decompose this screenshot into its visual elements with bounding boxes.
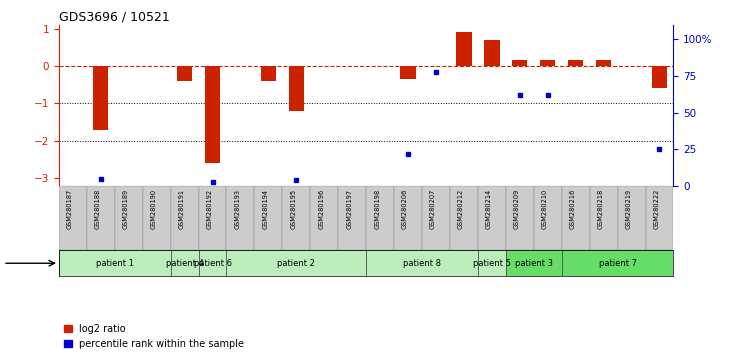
Legend: log2 ratio, percentile rank within the sample: log2 ratio, percentile rank within the s… xyxy=(64,324,244,349)
Bar xyxy=(199,250,227,276)
Bar xyxy=(311,186,339,250)
Bar xyxy=(289,66,304,111)
Bar xyxy=(143,186,171,250)
Text: GSM280193: GSM280193 xyxy=(235,189,241,229)
Bar xyxy=(506,186,534,250)
Text: patient 7: patient 7 xyxy=(598,259,637,268)
Text: patient 3: patient 3 xyxy=(514,259,553,268)
Bar xyxy=(227,250,367,276)
Text: GSM280216: GSM280216 xyxy=(570,189,576,229)
Bar xyxy=(367,250,478,276)
Bar xyxy=(590,186,618,250)
Bar xyxy=(568,61,584,66)
Bar xyxy=(400,66,416,79)
Text: patient 6: patient 6 xyxy=(194,259,232,268)
Bar xyxy=(171,186,199,250)
Text: GSM280222: GSM280222 xyxy=(654,189,659,229)
Text: patient 5: patient 5 xyxy=(473,259,511,268)
Text: GSM280196: GSM280196 xyxy=(318,189,325,229)
Bar xyxy=(506,250,562,276)
Bar xyxy=(227,186,255,250)
Text: GSM280189: GSM280189 xyxy=(123,189,129,229)
Text: GSM280190: GSM280190 xyxy=(151,189,157,229)
Bar xyxy=(534,186,562,250)
Text: GSM280197: GSM280197 xyxy=(346,189,353,229)
Bar xyxy=(540,61,556,66)
Bar xyxy=(456,32,472,66)
Bar xyxy=(512,61,528,66)
Text: GSM280214: GSM280214 xyxy=(486,189,492,229)
Bar xyxy=(478,250,506,276)
Bar xyxy=(562,250,673,276)
Text: GSM280212: GSM280212 xyxy=(458,189,464,229)
Text: GSM280188: GSM280188 xyxy=(95,189,101,229)
Bar xyxy=(596,61,612,66)
Text: GSM280198: GSM280198 xyxy=(374,189,380,229)
Text: GSM280187: GSM280187 xyxy=(67,189,73,229)
Bar xyxy=(618,186,645,250)
Text: patient 2: patient 2 xyxy=(277,259,315,268)
Text: GSM280219: GSM280219 xyxy=(626,189,631,229)
Text: patient 8: patient 8 xyxy=(403,259,441,268)
Bar xyxy=(367,186,394,250)
Text: GSM280191: GSM280191 xyxy=(179,189,185,229)
Text: GSM280210: GSM280210 xyxy=(542,189,548,229)
Bar xyxy=(205,66,220,164)
Bar xyxy=(562,186,590,250)
Bar xyxy=(652,66,667,88)
Bar xyxy=(177,66,192,81)
Text: GSM280194: GSM280194 xyxy=(263,189,269,229)
Text: GDS3696 / 10521: GDS3696 / 10521 xyxy=(59,11,169,24)
Bar xyxy=(87,186,115,250)
Bar xyxy=(283,186,311,250)
Bar xyxy=(645,186,673,250)
Bar xyxy=(478,186,506,250)
Bar xyxy=(59,250,171,276)
Text: GSM280192: GSM280192 xyxy=(207,189,213,229)
Bar xyxy=(422,186,450,250)
Bar xyxy=(115,186,143,250)
Bar xyxy=(261,66,276,81)
Bar xyxy=(394,186,422,250)
Bar xyxy=(339,186,367,250)
Text: GSM280218: GSM280218 xyxy=(598,189,604,229)
Bar xyxy=(450,186,478,250)
Bar xyxy=(199,186,227,250)
Bar xyxy=(484,40,500,66)
Bar xyxy=(93,66,108,130)
Text: patient 4: patient 4 xyxy=(166,259,204,268)
Text: patient 1: patient 1 xyxy=(96,259,134,268)
Text: GSM280206: GSM280206 xyxy=(402,189,408,229)
Text: GSM280195: GSM280195 xyxy=(290,189,297,229)
Text: GSM280209: GSM280209 xyxy=(514,189,520,229)
Bar xyxy=(171,250,199,276)
Bar xyxy=(255,186,283,250)
Bar xyxy=(59,186,87,250)
Text: GSM280207: GSM280207 xyxy=(430,189,436,229)
